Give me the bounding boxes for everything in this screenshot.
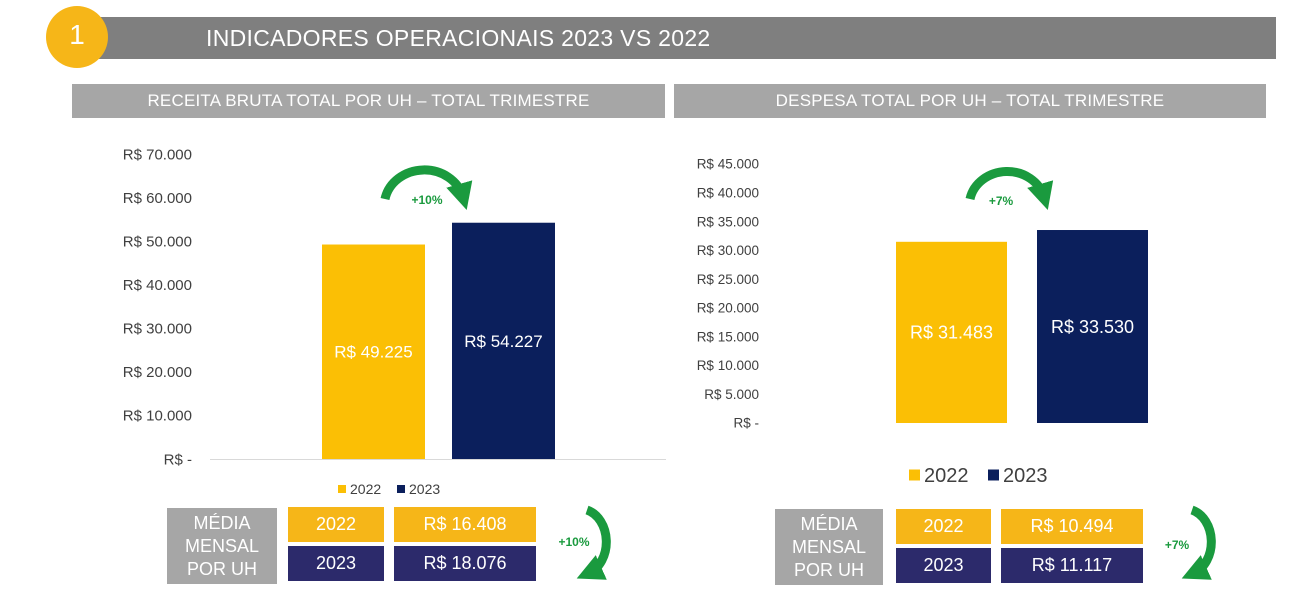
y-tick-label: R$ 70.000	[123, 146, 192, 163]
header-bar: INDICADORES OPERACIONAIS 2023 VS 2022	[72, 17, 1276, 59]
table-year-2022: 2022	[896, 509, 991, 544]
growth-arrow-icon	[1181, 505, 1216, 580]
table-growth-percent-label: +7%	[1165, 538, 1190, 552]
bar-2022	[896, 241, 1007, 423]
table-value-2022: R$ 10.494	[1001, 509, 1143, 544]
revenue-chart-title: RECEITA BRUTA TOTAL POR UH – TOTAL TRIME…	[72, 84, 665, 118]
growth-arrow-icon	[965, 167, 1054, 210]
y-tick-label: R$ 60.000	[123, 190, 192, 207]
legend-label: 2022	[350, 481, 381, 497]
y-tick-label: R$ 10.000	[123, 408, 192, 425]
legend-label: 2022	[924, 465, 969, 487]
table-value-2023: R$ 18.076	[394, 546, 536, 581]
y-tick-label: R$ 20.000	[123, 364, 192, 381]
y-tick-label: R$ 30.000	[123, 321, 192, 338]
bar-2022	[322, 244, 425, 459]
legend-swatch-2022	[338, 485, 346, 493]
table-year-2022: 2022	[288, 507, 384, 542]
y-tick-label: R$ 40.000	[697, 186, 759, 201]
table-year-2023: 2023	[288, 546, 384, 581]
y-tick-label: R$ 50.000	[123, 233, 192, 250]
y-tick-label: R$ 10.000	[697, 358, 759, 373]
bar-value-label: R$ 54.227	[464, 332, 542, 351]
monthly-average-label: MÉDIA MENSAL POR UH	[167, 508, 277, 584]
monthly-average-label: MÉDIA MENSAL POR UH	[775, 509, 883, 585]
y-tick-label: R$ 20.000	[697, 301, 759, 316]
table-year-2023: 2023	[896, 548, 991, 583]
y-tick-label: R$ 35.000	[697, 214, 759, 229]
bar-value-label: R$ 49.225	[334, 343, 412, 362]
legend-label: 2023	[1003, 465, 1048, 487]
bar-value-label: R$ 31.483	[910, 323, 993, 343]
legend-swatch-2023	[988, 469, 999, 481]
y-tick-label: R$ -	[164, 451, 192, 468]
y-tick-label: R$ 15.000	[697, 329, 759, 344]
growth-percent-label: +7%	[989, 194, 1014, 208]
growth-percent-label: +10%	[411, 193, 442, 207]
expense-chart-title: DESPESA TOTAL POR UH – TOTAL TRIMESTRE	[674, 84, 1266, 118]
table-value-2022: R$ 16.408	[394, 507, 536, 542]
growth-arrow-icon	[380, 165, 473, 210]
y-tick-label: R$ 5.000	[704, 387, 759, 402]
legend-swatch-2023	[397, 485, 405, 493]
page-title: INDICADORES OPERACIONAIS 2023 VS 2022	[206, 25, 711, 51]
section-number-badge: 1	[46, 6, 108, 68]
y-tick-label: R$ 40.000	[123, 277, 192, 294]
table-growth-percent-label: +10%	[558, 535, 589, 549]
bar-2023	[1037, 230, 1148, 423]
y-tick-label: R$ 30.000	[697, 243, 759, 258]
bar-value-label: R$ 33.530	[1051, 317, 1134, 337]
growth-arrow-icon	[576, 505, 611, 580]
table-value-2023: R$ 11.117	[1001, 548, 1143, 583]
section-number: 1	[69, 19, 85, 50]
legend-swatch-2022	[909, 469, 920, 481]
y-tick-label: R$ 45.000	[697, 157, 759, 172]
y-tick-label: R$ -	[733, 416, 759, 431]
bar-2023	[452, 222, 555, 459]
y-tick-label: R$ 25.000	[697, 272, 759, 287]
legend-label: 2023	[409, 481, 440, 497]
